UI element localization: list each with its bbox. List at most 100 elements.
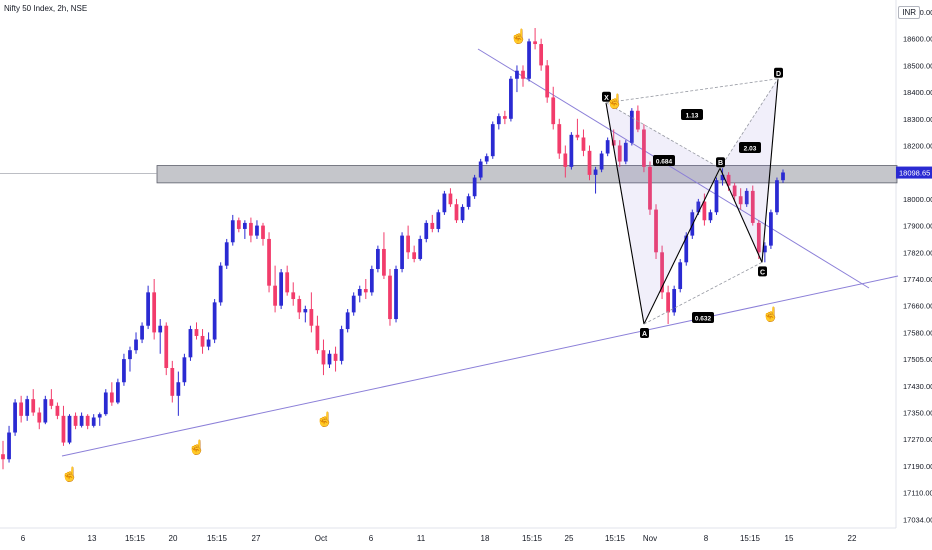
candle-body[interactable]: [303, 309, 308, 313]
candle-body[interactable]: [333, 353, 338, 361]
candle-body[interactable]: [212, 302, 217, 340]
candle-body[interactable]: [672, 289, 677, 313]
candle-body[interactable]: [660, 252, 664, 293]
candle-body[interactable]: [496, 116, 501, 125]
candle-body[interactable]: [55, 405, 60, 416]
candle-body[interactable]: [242, 222, 247, 229]
candle-body[interactable]: [194, 329, 199, 336]
candle-body[interactable]: [684, 235, 689, 263]
candle-body[interactable]: [484, 156, 489, 162]
candle-body[interactable]: [345, 312, 350, 330]
candle-body[interactable]: [430, 222, 435, 229]
candle-body[interactable]: [587, 150, 592, 175]
candle-body[interactable]: [406, 235, 410, 253]
candle-body[interactable]: [25, 399, 30, 416]
candle-body[interactable]: [478, 161, 483, 178]
candle-body[interactable]: [611, 140, 616, 146]
candle-body[interactable]: [134, 339, 138, 351]
candle-body[interactable]: [738, 196, 743, 205]
candle-body[interactable]: [702, 201, 707, 221]
candle-body[interactable]: [654, 209, 658, 253]
candle-body[interactable]: [551, 97, 556, 125]
candle-body[interactable]: [666, 292, 670, 313]
candle-body[interactable]: [128, 350, 132, 360]
candle-body[interactable]: [617, 145, 622, 162]
candle-body[interactable]: [418, 238, 423, 259]
candle-body[interactable]: [285, 272, 290, 293]
candle-body[interactable]: [170, 368, 175, 396]
candle-body[interactable]: [369, 268, 374, 293]
candle-body[interactable]: [291, 292, 296, 300]
candle-body[interactable]: [557, 124, 562, 154]
candle-body[interactable]: [756, 222, 761, 253]
candle-body[interactable]: [781, 172, 785, 181]
candle-body[interactable]: [581, 137, 586, 151]
candle-body[interactable]: [230, 220, 235, 243]
candle-body[interactable]: [176, 382, 181, 396]
candle-body[interactable]: [460, 206, 465, 221]
candle-body[interactable]: [575, 134, 580, 138]
hand-pointer-icon[interactable]: ☝: [510, 27, 527, 45]
candle-body[interactable]: [642, 129, 646, 167]
candle-body[interactable]: [309, 309, 314, 326]
candle-body[interactable]: [61, 415, 66, 443]
descending-trendline[interactable]: [477, 48, 870, 289]
candle-body[interactable]: [623, 142, 628, 162]
candle-body[interactable]: [91, 417, 96, 426]
candle-body[interactable]: [79, 415, 84, 426]
candle-body[interactable]: [122, 359, 126, 383]
ascending-trendline[interactable]: [61, 275, 899, 457]
candle-body[interactable]: [85, 415, 90, 426]
candle-body[interactable]: [714, 180, 719, 213]
candle-body[interactable]: [466, 196, 471, 207]
pattern-leg[interactable]: [605, 102, 645, 325]
candle-body[interactable]: [146, 292, 150, 326]
pattern-leg[interactable]: [719, 167, 763, 263]
hand-pointer-icon[interactable]: ☝: [606, 92, 623, 110]
candle-body[interactable]: [37, 412, 42, 423]
candle-body[interactable]: [152, 292, 157, 333]
candle-body[interactable]: [448, 193, 453, 205]
candle-body[interactable]: [19, 402, 24, 416]
candle-body[interactable]: [472, 177, 477, 197]
candle-body[interactable]: [563, 153, 568, 167]
candle-body[interactable]: [648, 166, 652, 210]
candle-body[interactable]: [400, 235, 404, 269]
candle-body[interactable]: [636, 110, 640, 130]
candle-body[interactable]: [218, 265, 223, 303]
hand-pointer-icon[interactable]: ☝: [762, 305, 779, 323]
candle-body[interactable]: [357, 289, 362, 296]
currency-badge[interactable]: INR: [898, 6, 920, 19]
candle-body[interactable]: [321, 350, 326, 365]
candle-body[interactable]: [182, 357, 187, 383]
candle-body[interactable]: [236, 220, 241, 229]
candle-body[interactable]: [394, 268, 398, 320]
candle-body[interactable]: [279, 272, 284, 306]
candle-body[interactable]: [454, 204, 459, 221]
candle-body[interactable]: [388, 275, 392, 320]
pattern-leg[interactable]: [761, 78, 779, 263]
candle-body[interactable]: [261, 225, 265, 239]
candle-body[interactable]: [339, 329, 344, 361]
candle-body[interactable]: [97, 414, 102, 418]
candle-body[interactable]: [502, 116, 507, 119]
candle-body[interactable]: [412, 252, 417, 259]
candle-body[interactable]: [678, 262, 683, 290]
candle-body[interactable]: [351, 295, 356, 313]
candle-body[interactable]: [750, 190, 755, 223]
candle-body[interactable]: [376, 248, 380, 269]
candle-body[interactable]: [103, 392, 108, 415]
candle-body[interactable]: [762, 245, 767, 253]
candle-body[interactable]: [521, 70, 525, 79]
candle-body[interactable]: [206, 339, 211, 347]
candle-body[interactable]: [1, 454, 5, 460]
candle-body[interactable]: [315, 325, 320, 351]
candle-body[interactable]: [116, 382, 120, 403]
candle-body[interactable]: [224, 242, 229, 266]
candle-body[interactable]: [188, 329, 193, 358]
candle-body[interactable]: [696, 201, 701, 213]
candle-body[interactable]: [515, 70, 519, 79]
candle-body[interactable]: [732, 185, 737, 197]
candle-body[interactable]: [7, 432, 11, 460]
